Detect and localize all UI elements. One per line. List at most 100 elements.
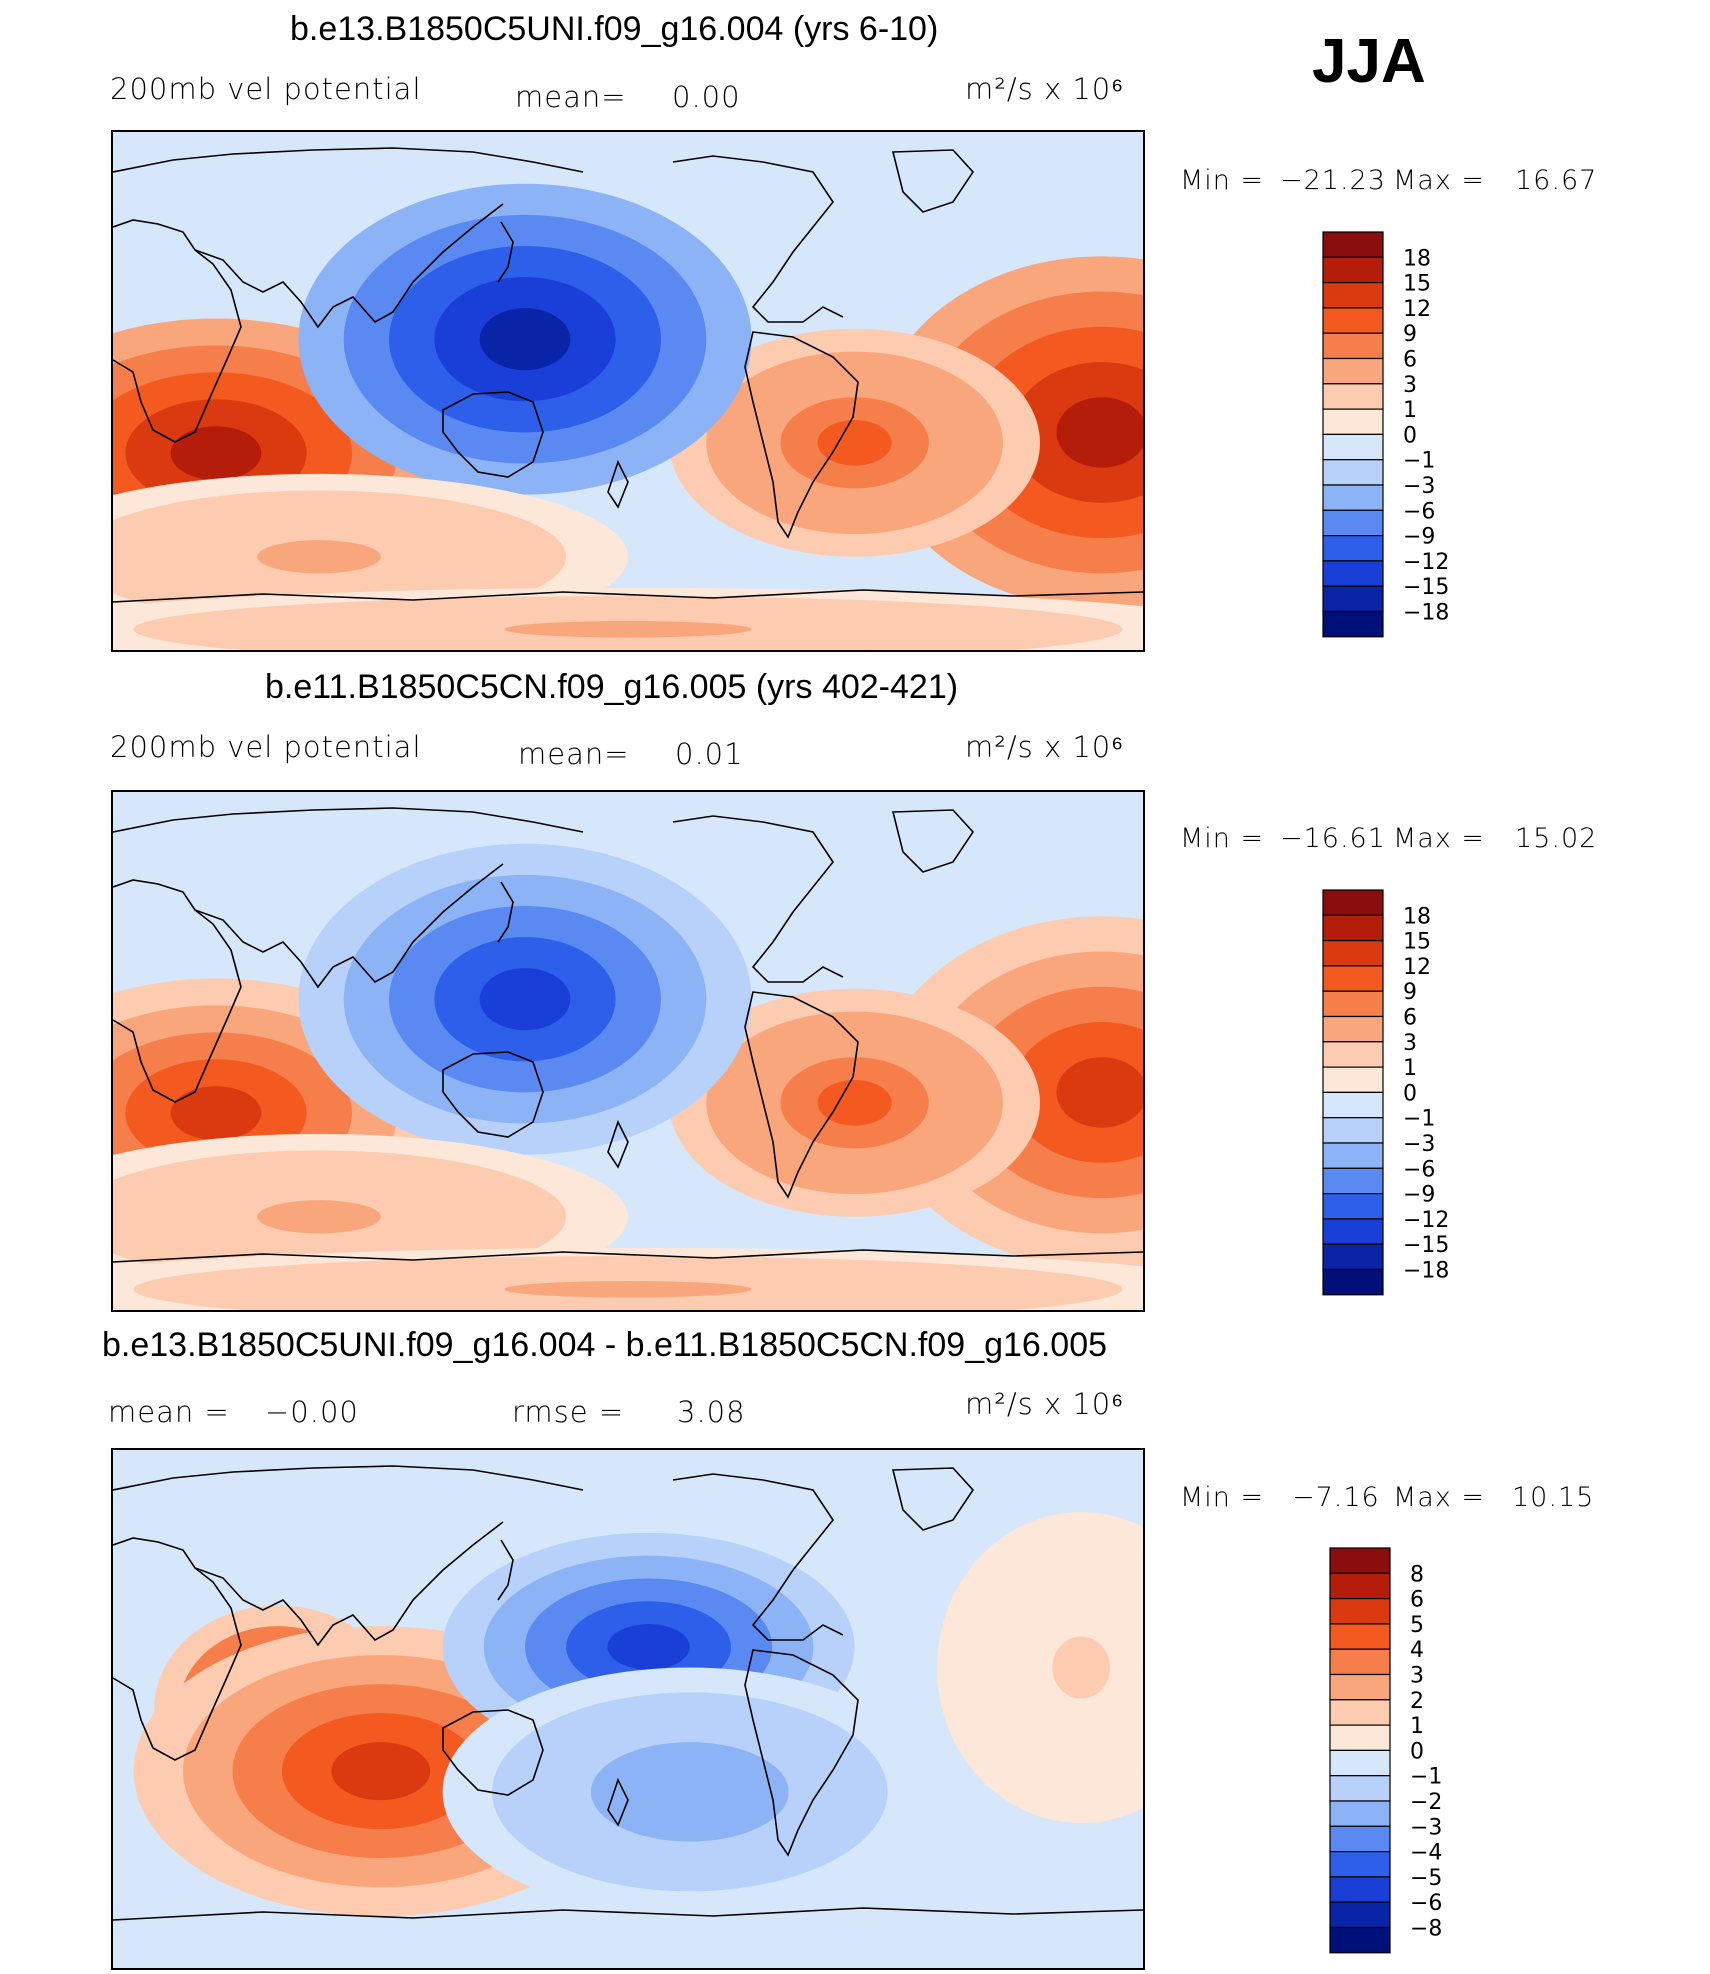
panel1-mean-value: 0.00	[672, 80, 741, 114]
colorbar-swatch	[1329, 1825, 1391, 1853]
coastline	[672, 815, 844, 983]
panel3-rmse-value: 3.08	[677, 1395, 746, 1429]
colorbar-tick-label: 12	[1403, 297, 1431, 322]
coastline	[113, 589, 1143, 603]
panel2-map	[111, 790, 1145, 1312]
field-contour-s_indian	[257, 540, 381, 574]
coastline	[113, 219, 242, 443]
panel1-mean-label: mean=	[515, 80, 627, 114]
colorbar-tick-label: 18	[1403, 246, 1431, 271]
colorbar-tick-label: 15	[1403, 930, 1431, 955]
panel1-title: b.e13.B1850C5UNI.f09_g16.004 (yrs 6-10)	[290, 10, 939, 48]
colorbar-swatch	[1329, 1623, 1391, 1650]
field-contour-central_africa	[170, 1086, 262, 1141]
panel1-map	[111, 130, 1145, 652]
panel2-units: m²/s x 10⁶	[965, 730, 1125, 764]
colorbar-swatch	[1322, 1167, 1384, 1195]
panel2-max-label: Max =	[1393, 823, 1486, 854]
coastline	[607, 1777, 629, 1827]
coastline	[497, 1539, 514, 1601]
colorbar-tick-label: −12	[1403, 550, 1449, 575]
coastline	[744, 991, 859, 1199]
colorbar-swatch	[1322, 1193, 1384, 1220]
colorbar-tick-label: 3	[1403, 1031, 1417, 1056]
colorbar-swatch	[1322, 256, 1384, 284]
colorbar-tick-label: −6	[1403, 1157, 1435, 1182]
colorbar-swatch	[1329, 1901, 1391, 1929]
colorbar-tick-label: 12	[1403, 955, 1431, 980]
colorbar-swatch	[1322, 1268, 1384, 1296]
panel1-min-value: −21.23	[1280, 165, 1386, 196]
panel1-min-label: Min =	[1180, 165, 1265, 196]
coastline	[113, 1907, 1143, 1921]
colorbar-tick-label: 15	[1403, 272, 1431, 297]
colorbar-swatch	[1329, 1926, 1391, 1954]
coastline	[194, 203, 504, 329]
colorbar-tick-label: −1	[1403, 1107, 1435, 1132]
coastline	[442, 1709, 544, 1796]
field-contour-w_pacific	[479, 308, 571, 371]
coastline	[442, 1051, 544, 1138]
coastline	[194, 1521, 504, 1647]
panel3-mean-value: −0.00	[265, 1395, 359, 1429]
colorbar-swatch	[1322, 560, 1384, 587]
colorbar-swatch	[1322, 231, 1384, 258]
panel1-units: m²/s x 10⁶	[965, 72, 1125, 106]
field-contour-s_pacific	[640, 1767, 740, 1817]
colorbar-tick-label: 3	[1410, 1664, 1424, 1689]
field-contour-antarctic	[504, 620, 752, 638]
colorbar-tick-label: 6	[1403, 348, 1417, 373]
field-contour-e_pacific	[817, 420, 892, 466]
colorbar-swatch	[1322, 484, 1384, 511]
colorbar-swatch	[1322, 1218, 1384, 1245]
colorbar-tick-label: 8	[1410, 1562, 1424, 1587]
panel3-max-value: 10.15	[1512, 1482, 1595, 1513]
colorbar-tick-label: 0	[1403, 423, 1417, 448]
colorbar-swatch	[1329, 1648, 1391, 1676]
colorbar-swatch	[1322, 889, 1384, 916]
coastline	[744, 1649, 859, 1857]
colorbar-swatch	[1329, 1724, 1391, 1752]
panel2-mean-value: 0.01	[675, 737, 744, 771]
field-contour-n_pacific	[607, 1624, 690, 1670]
colorbar-tick-label: −6	[1403, 499, 1435, 524]
colorbar-swatch	[1322, 1243, 1384, 1271]
coastline	[607, 1119, 629, 1169]
field-contour-s_atlantic	[1056, 397, 1143, 468]
colorbar-tick-label: 9	[1403, 322, 1417, 347]
colorbar-tick-label: 18	[1403, 904, 1431, 929]
panel2-min-label: Min =	[1180, 823, 1265, 854]
colorbar-swatch	[1322, 332, 1384, 360]
panel3-max-label: Max =	[1393, 1482, 1486, 1513]
colorbar-tick-label: 1	[1403, 1056, 1417, 1081]
panel2-max-value: 15.02	[1515, 823, 1598, 854]
colorbar-tick-label: 6	[1403, 1006, 1417, 1031]
colorbar-tick-label: 5	[1410, 1613, 1424, 1638]
colorbar-swatch	[1329, 1547, 1391, 1574]
colorbar-tick-label: 1	[1410, 1714, 1424, 1739]
field-contour-antarctic	[504, 1280, 752, 1298]
colorbar-swatch	[1322, 610, 1384, 638]
colorbar-swatch	[1322, 357, 1384, 385]
field-contour-e_pacific	[817, 1080, 892, 1126]
panel1-max-label: Max =	[1393, 165, 1486, 196]
coastline	[497, 881, 514, 943]
field-contour-central_africa	[170, 426, 262, 481]
colorbar-swatch	[1322, 939, 1384, 967]
panel3-mean-label: mean =	[108, 1395, 230, 1429]
colorbar-swatch	[1322, 509, 1384, 537]
colorbar-tick-label: −9	[1403, 1183, 1435, 1208]
field-contour-atlantic	[1052, 1636, 1111, 1699]
panel2-min-value: −16.61	[1280, 823, 1386, 854]
coastline	[744, 331, 859, 539]
panel3-min-value: −7.16	[1292, 1482, 1380, 1513]
coastline	[113, 1249, 1143, 1263]
coastline	[497, 221, 514, 283]
colorbar-tick-label: 0	[1410, 1739, 1424, 1764]
colorbar-tick-label: −8	[1410, 1917, 1442, 1942]
colorbar-swatch	[1322, 1142, 1384, 1169]
colorbar-swatch	[1329, 1572, 1391, 1600]
colorbar-swatch	[1329, 1749, 1391, 1777]
